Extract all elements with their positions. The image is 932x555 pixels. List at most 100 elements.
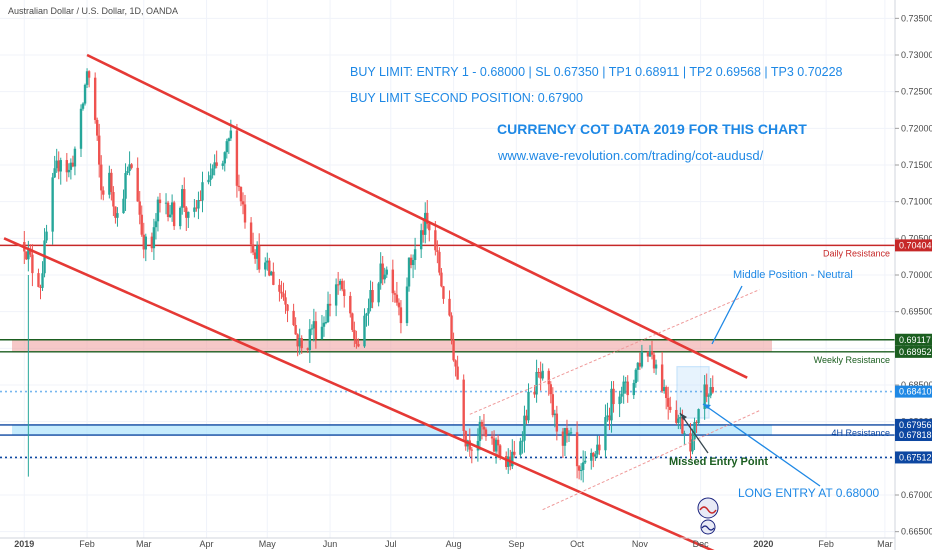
price-tag (895, 239, 932, 252)
candle-body (83, 84, 87, 104)
channel-line (86, 53, 748, 379)
candle-body (511, 451, 514, 467)
candle-body (138, 201, 141, 215)
cot-url[interactable]: www.wave-revolution.com/trading/cot-audu… (497, 148, 764, 163)
candle-body (413, 249, 417, 260)
candle-body (590, 452, 593, 461)
candle-body (393, 293, 397, 295)
candle-body (27, 248, 30, 260)
candle-body (537, 371, 540, 373)
price-tag (895, 385, 932, 398)
price-tick-label: 0.70000 (901, 270, 932, 280)
long-entry-arrowhead (703, 404, 711, 409)
candle-body (255, 245, 259, 259)
candle-body (130, 164, 133, 168)
candle-body (553, 413, 557, 416)
candle-body (377, 283, 380, 303)
candle-body (620, 393, 623, 397)
candle-body (227, 138, 231, 142)
candle-body (494, 439, 498, 452)
candle-body (69, 162, 73, 170)
candle-body (187, 211, 190, 218)
candle-body (490, 436, 494, 439)
channel-lines (3, 53, 760, 555)
candle-body (282, 293, 285, 298)
candle-body (675, 409, 678, 423)
candle-body (434, 230, 437, 251)
candle-body (709, 387, 712, 396)
candle-body (363, 315, 366, 347)
candle-body (349, 295, 352, 314)
candle-body (478, 421, 482, 441)
candle-body (632, 382, 635, 396)
candle-body (166, 202, 170, 218)
candle-body (108, 172, 111, 195)
candle-body (492, 438, 496, 452)
candle-body (239, 186, 243, 202)
candle-body (152, 227, 156, 249)
candle-body (525, 415, 528, 421)
candle-body (98, 135, 101, 165)
candle-body (59, 160, 62, 172)
candle-body (648, 351, 652, 357)
candle-body (464, 430, 467, 447)
candle-body (213, 162, 216, 169)
candle-body (618, 396, 621, 405)
candle-body (640, 351, 644, 367)
price-axis[interactable]: 0.665000.670000.675000.680000.685000.690… (894, 0, 932, 550)
candle-body (365, 313, 368, 316)
level-label: Daily Resistance (823, 248, 890, 258)
candle-body (677, 418, 680, 423)
candle-body (549, 384, 552, 395)
candle-body (397, 302, 401, 308)
candle-body (353, 329, 356, 339)
callouts (679, 285, 821, 487)
price-tick-label: 0.72500 (901, 87, 932, 97)
candle-body (436, 250, 439, 252)
candle-body (71, 162, 75, 167)
candle-body (142, 234, 145, 250)
time-axis[interactable]: 2019 Feb Mar Apr May Jun Jul Aug Sep Oct Nov Dec 202… (0, 537, 895, 549)
candle-body (608, 415, 611, 421)
candle-body (168, 214, 172, 218)
candle-body (577, 466, 581, 471)
candle-body (257, 245, 261, 270)
candle-body (264, 262, 267, 270)
candle-body (369, 290, 372, 309)
missed-entry-arrowhead (680, 413, 687, 420)
candle-body (505, 456, 508, 467)
candle-body (292, 310, 295, 325)
candle-body (286, 304, 289, 311)
candle-body (660, 364, 664, 392)
price-tag-label: 0.67512 (899, 452, 932, 462)
candle-body (110, 172, 113, 193)
candle-body (241, 201, 245, 205)
candle-body (181, 189, 184, 208)
candle-body (419, 230, 423, 250)
candle-body (711, 387, 714, 393)
candle-body (561, 431, 565, 446)
candle-body (39, 286, 42, 288)
candle-body (341, 280, 344, 290)
candle-body (470, 449, 473, 451)
candle-body (310, 328, 314, 330)
price-tick-label: 0.67000 (901, 490, 932, 500)
candle-body (581, 462, 585, 470)
candle-body (73, 148, 77, 167)
candle-body (100, 164, 103, 191)
candle-body (409, 257, 413, 266)
price-zones (12, 339, 772, 436)
candle-body (442, 286, 445, 299)
candle-body (422, 230, 425, 235)
candle-body (405, 286, 409, 324)
candle-body (156, 199, 160, 222)
candle-body (454, 360, 457, 367)
candle-body (164, 202, 168, 204)
price-tag-label: 0.69117 (899, 335, 931, 345)
price-tag (895, 451, 932, 464)
candle-body (367, 308, 370, 314)
candle-body (183, 189, 186, 208)
candle-body (513, 451, 516, 455)
